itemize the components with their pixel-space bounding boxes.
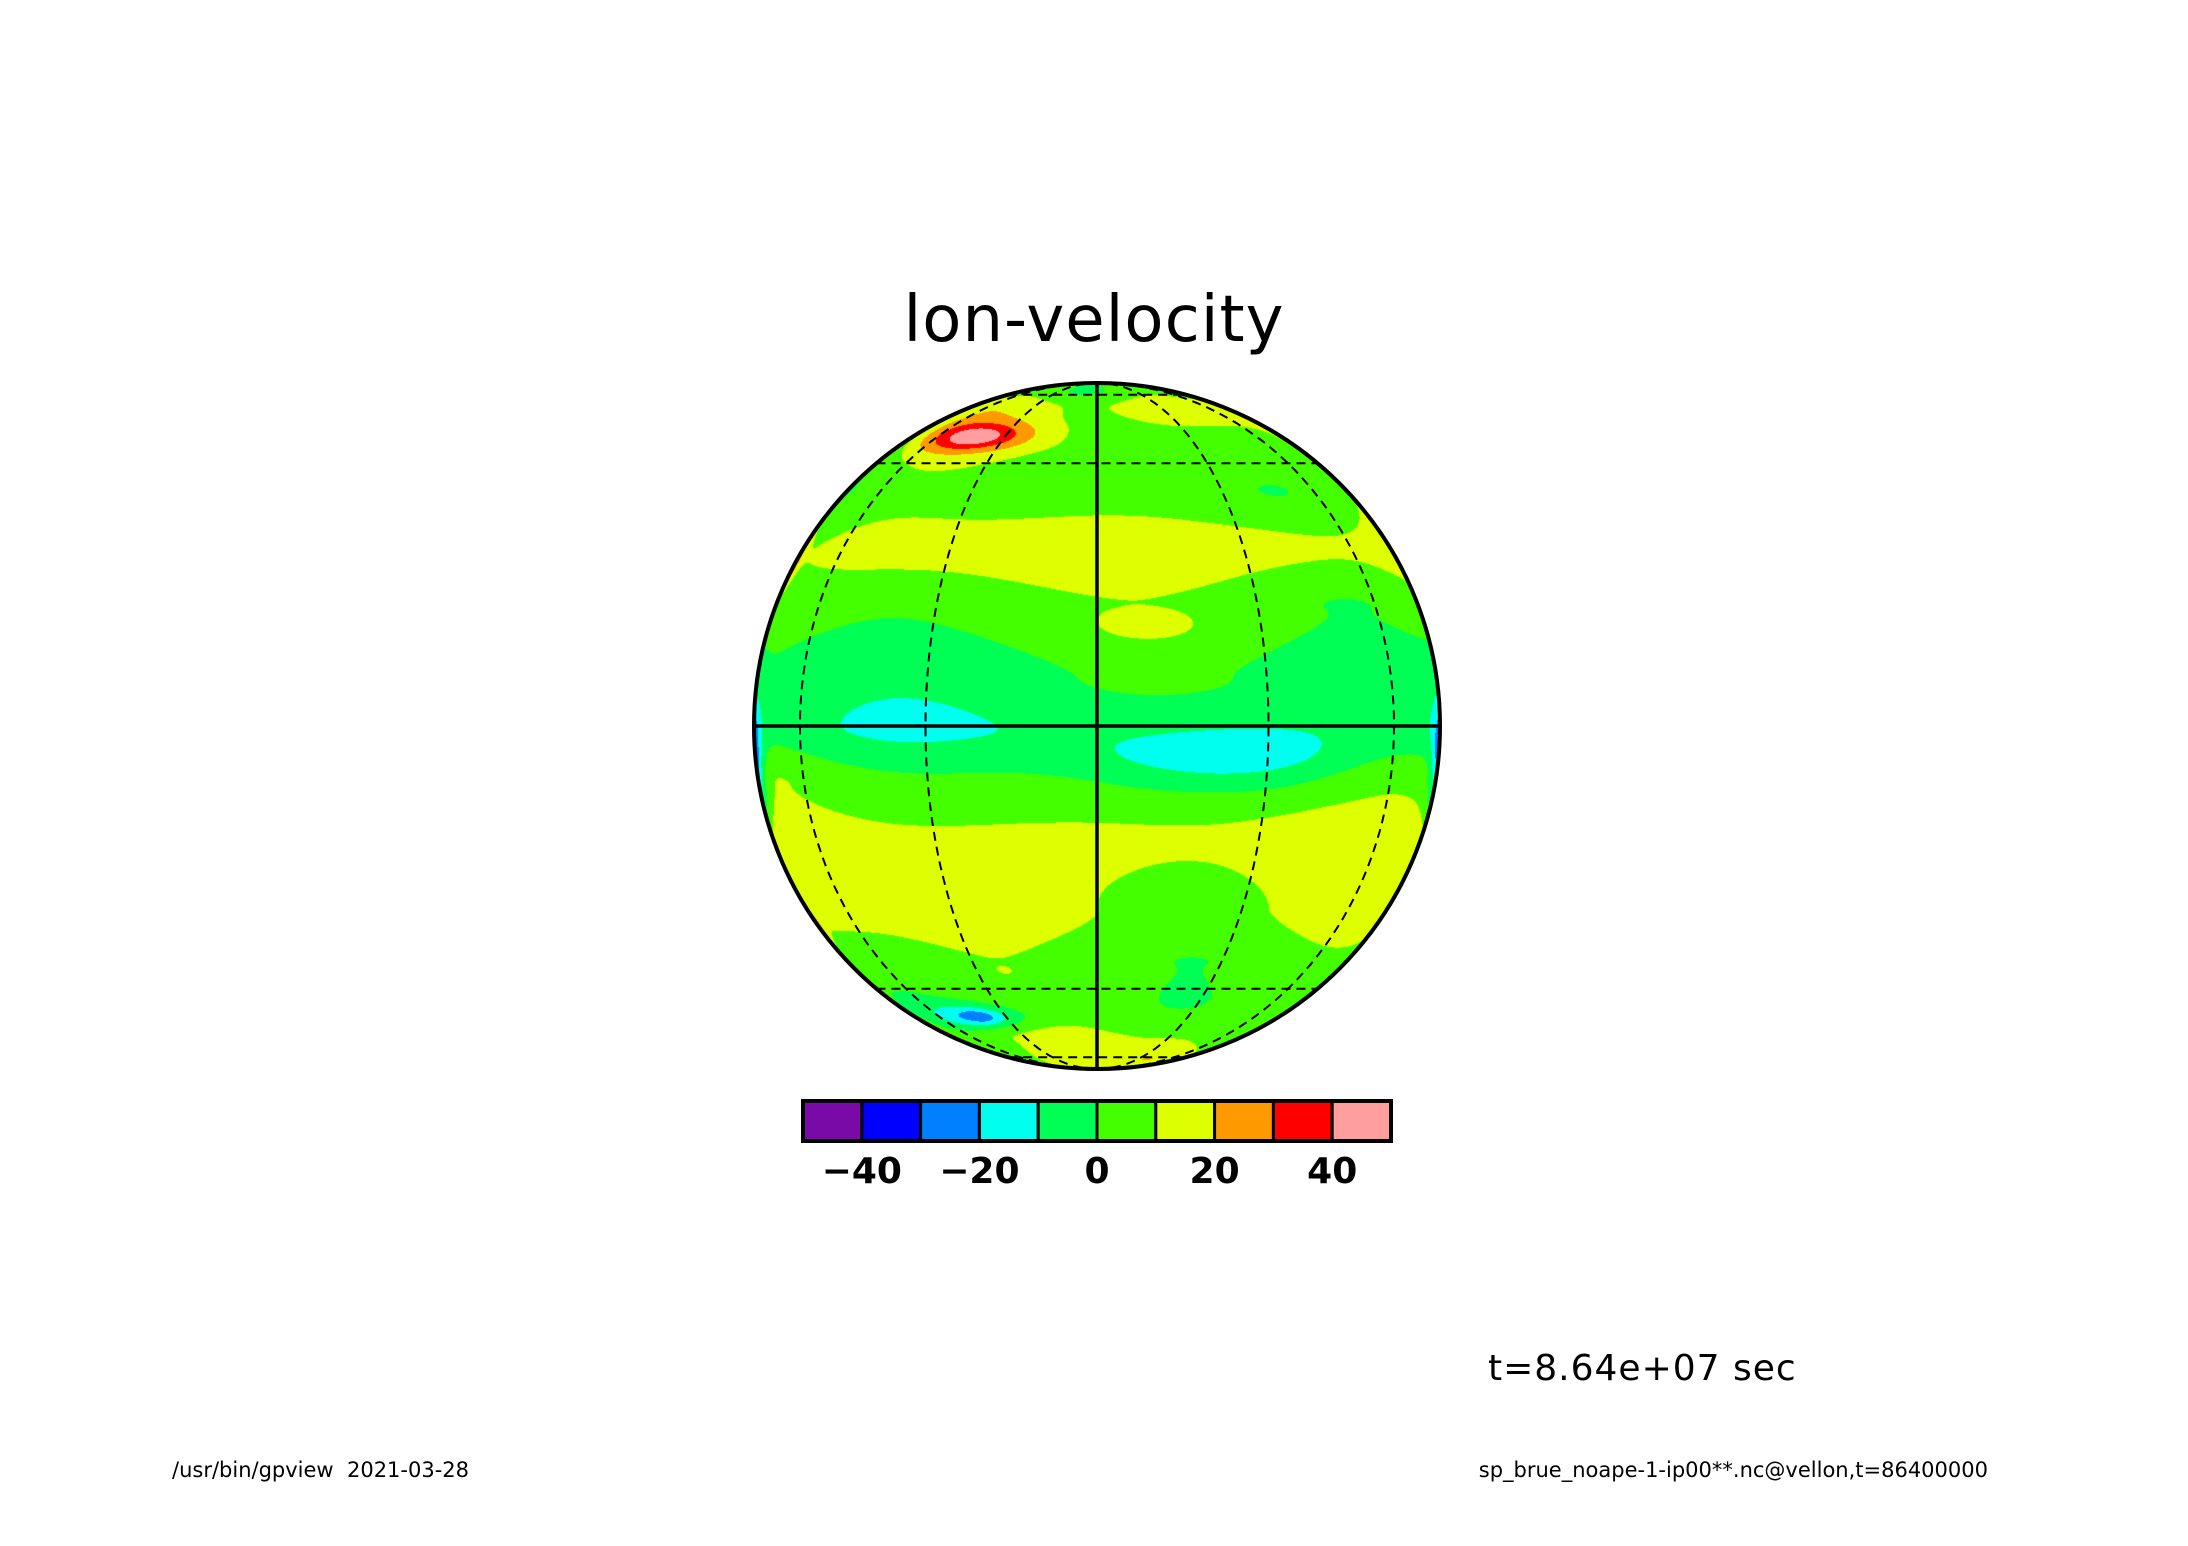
colorbar-frame: [801, 1099, 1393, 1143]
footer-left: /usr/bin/gpview 2021-03-28: [172, 1458, 469, 1482]
graticule: [752, 381, 1442, 1071]
colorbar-tick-label: −20: [939, 1151, 1019, 1192]
colorbar-swatch: [1036, 1099, 1099, 1143]
colorbar-swatch: [977, 1099, 1040, 1143]
chart-title: lon-velocity: [903, 283, 1285, 357]
program-path: /usr/bin/gpview: [172, 1458, 334, 1482]
globe-outline: [752, 381, 1442, 1071]
colorbar-swatch: [1271, 1099, 1334, 1143]
colorbar-tick-label: 40: [1307, 1151, 1357, 1192]
colorbar-swatch: [1330, 1099, 1393, 1143]
colorbar-tick-label: 20: [1190, 1151, 1240, 1192]
colorbar-swatch: [1095, 1099, 1158, 1143]
colorbar-tick-label: 0: [1084, 1151, 1109, 1192]
colorbar: −40 −20 0 20 40: [801, 1099, 1393, 1192]
colorbar-swatch: [919, 1099, 981, 1143]
colorbar-swatch: [860, 1099, 923, 1143]
colorbar-swatch: [801, 1099, 864, 1143]
colorbar-swatch: [1213, 1099, 1275, 1143]
footer-source: sp_brue_noape-1-ip00**.nc@vellon,t=86400…: [1478, 1458, 1988, 1482]
colorbar-tick-label: −40: [822, 1151, 902, 1192]
time-label: t=8.64e+07 sec: [1488, 1348, 1797, 1389]
plot-date: 2021-03-28: [346, 1458, 470, 1482]
colorbar-swatch: [1154, 1099, 1217, 1143]
